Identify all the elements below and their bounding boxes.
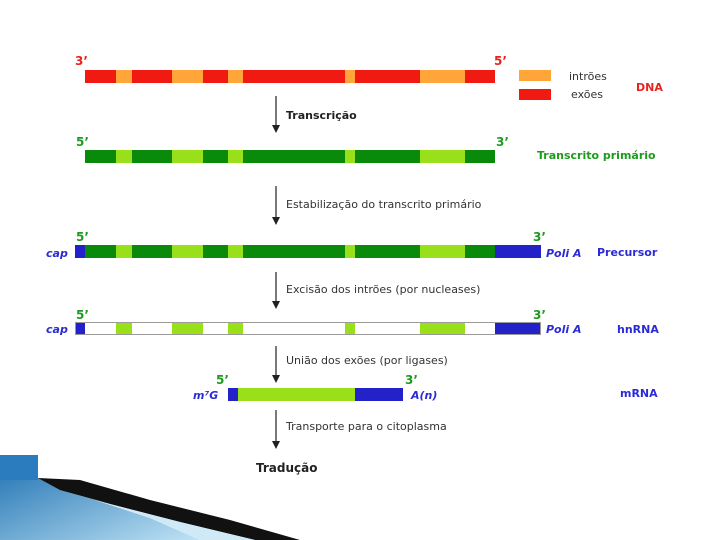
dna-strip [85,70,495,83]
hnrna-strip [75,322,541,335]
cap-segment [75,322,85,335]
intron-segment [172,70,203,83]
removed-exon-gap [355,322,420,335]
exon-segment [85,70,116,83]
exon-segment [243,150,345,163]
exon-segment [355,70,420,83]
step-transcription: Transcrição [286,109,357,122]
exon-segment [203,245,228,258]
exon-segment [203,70,228,83]
legend-exons-label: exões [571,88,603,101]
step-transport: Transporte para o citoplasma [286,420,447,433]
intron-segment [228,150,243,163]
mrna-label: mRNA [620,387,658,400]
removed-exon-gap [85,322,116,335]
step-stabilization: Estabilização do transcrito primário [286,198,482,211]
hnrna-label: hnRNA [617,323,659,336]
intron-segment [420,245,465,258]
hnrna-5prime-label: 5’ [76,308,89,322]
primary-5prime-label: 5’ [76,135,89,149]
exon-segment [465,150,495,163]
exon-segment [465,245,495,258]
exon-segment [132,245,172,258]
intron-segment [116,150,132,163]
mrna-cap-label: m⁷G [193,389,219,402]
exon-segment [85,150,116,163]
polya-segment [495,245,541,258]
down-arrow-icon [272,96,280,133]
precursor-strip [75,245,541,258]
cap-segment [75,245,85,258]
exon-segment [132,70,172,83]
removed-exon-gap [203,322,228,335]
precursor-cap-label: cap [46,247,68,260]
legend-intron-swatch [519,70,551,81]
primary-3prime-label: 3’ [496,135,509,149]
mrna-polya-label: A(n) [411,389,438,402]
intron-segment [172,322,203,335]
cap-segment [228,388,238,401]
down-arrow-icon [272,410,280,449]
intron-segment [116,70,132,83]
intron-segment [228,322,243,335]
intron-segment [345,245,355,258]
hnrna-polya-label: Poli A [546,323,582,336]
intron-segment [228,70,243,83]
dna-3prime-label: 3’ [75,54,88,68]
legend-exon-swatch [519,89,551,100]
exon-segment [238,388,355,401]
intron-segment [172,245,203,258]
intron-segment [228,245,243,258]
removed-exon-gap [243,322,345,335]
primary-transcript-strip [85,150,495,163]
polya-segment [355,388,403,401]
exon-segment [132,150,172,163]
exon-segment [465,70,495,83]
intron-segment [116,322,132,335]
step-translation: Tradução [256,461,318,475]
polya-segment [495,322,541,335]
precursor-5prime-label: 5’ [76,230,89,244]
hnrna-cap-label: cap [46,323,68,336]
intron-segment [172,150,203,163]
down-arrow-icon [272,346,280,383]
dna-label: DNA [636,81,663,94]
mrna-3prime-label: 3’ [405,373,418,387]
step-union: União dos exões (por ligases) [286,354,448,367]
precursor-polya-label: Poli A [546,247,582,260]
mrna-5prime-label: 5’ [216,373,229,387]
exon-segment [243,245,345,258]
removed-exon-gap [132,322,172,335]
intron-segment [420,70,465,83]
down-arrow-icon [272,186,280,225]
removed-exon-gap [465,322,495,335]
intron-segment [420,150,465,163]
intron-segment [345,70,355,83]
step-excision: Excisão dos intrões (por nucleases) [286,283,481,296]
precursor-3prime-label: 3’ [533,230,546,244]
intron-segment [116,245,132,258]
mrna-strip [228,388,403,401]
hnrna-3prime-label: 3’ [533,308,546,322]
exon-segment [85,245,116,258]
dna-5prime-label: 5’ [494,54,507,68]
legend-introns-label: intrões [569,70,607,83]
intron-segment [345,322,355,335]
down-arrow-icon [272,272,280,309]
intron-segment [420,322,465,335]
exon-segment [355,150,420,163]
precursor-label: Precursor [597,246,658,259]
primary-transcript-label: Transcrito primário [537,149,656,162]
exon-segment [203,150,228,163]
intron-segment [345,150,355,163]
exon-segment [243,70,345,83]
exon-segment [355,245,420,258]
